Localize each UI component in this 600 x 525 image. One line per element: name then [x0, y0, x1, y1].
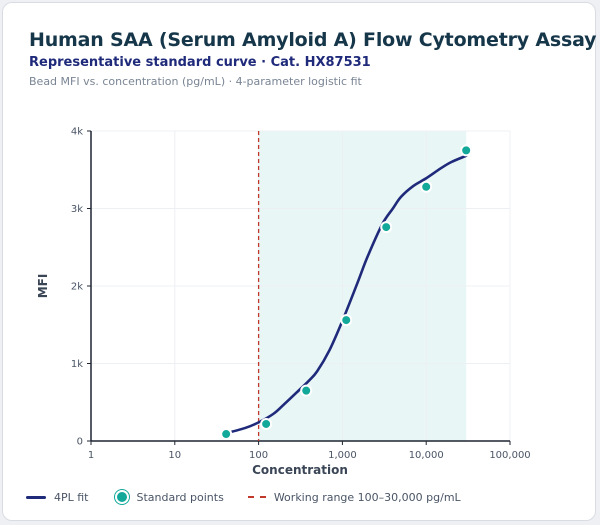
y-tick-label: 0	[77, 437, 83, 448]
legend-item-fit[interactable]: 4PL fit	[26, 491, 89, 504]
standard-point[interactable]	[340, 314, 353, 327]
y-tick-label: 3k	[71, 204, 83, 215]
chart-caption: Bead MFI vs. concentration (pg/mL) · 4-p…	[29, 75, 362, 88]
standard-point[interactable]	[380, 221, 393, 234]
x-axis-label: Concentration	[252, 463, 348, 477]
standard-point[interactable]	[300, 384, 313, 397]
x-tick-label: 10	[168, 450, 181, 461]
legend-item-points[interactable]: Standard points	[113, 490, 224, 504]
legend-range-label: Working range 100–30,000 pg/mL	[273, 490, 461, 504]
chart-subtitle: Representative standard curve · Cat. HX8…	[29, 55, 371, 70]
standard-point[interactable]	[260, 417, 273, 430]
standard-point[interactable]	[460, 144, 473, 157]
y-tick-label: 1k	[71, 359, 83, 370]
y-tick-label: 4k	[71, 127, 83, 138]
chart-title: Human SAA (Serum Amyloid A) Flow Cytomet…	[29, 29, 597, 51]
x-tick-label: 10,000	[409, 450, 444, 461]
x-tick-label: 100,000	[489, 450, 530, 461]
standard-point[interactable]	[220, 428, 233, 441]
legend-item-range[interactable]: Working range 100–30,000 pg/mL	[247, 490, 461, 504]
legend-line-swatch	[26, 495, 46, 499]
x-tick-label: 100	[249, 450, 268, 461]
legend-dot-swatch	[114, 490, 129, 504]
legend-points-label: Standard points	[136, 490, 224, 504]
legend: 4PL fit Standard points Working range 10…	[26, 488, 485, 506]
legend-dash-swatch	[247, 496, 266, 498]
y-tick-label: 2k	[71, 282, 83, 293]
standard-point[interactable]	[420, 180, 433, 193]
legend-fit-label: 4PL fit	[54, 490, 89, 504]
x-tick-label: 1	[88, 450, 94, 461]
y-axis-label: MFI	[36, 274, 50, 299]
fit-curve-line	[224, 154, 468, 435]
x-tick-label: 1,000	[328, 450, 357, 461]
